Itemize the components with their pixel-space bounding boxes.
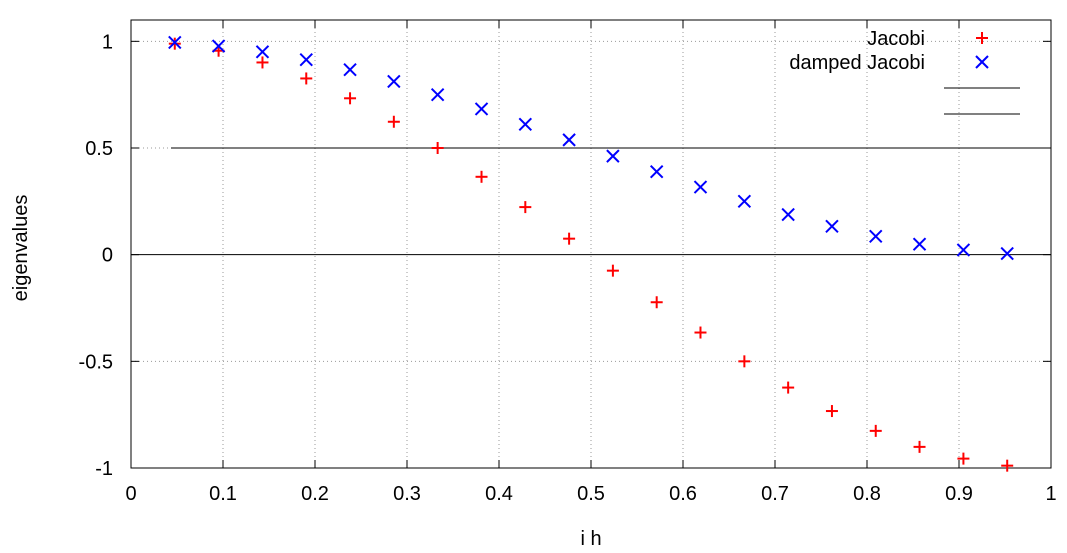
x-tick-label: 0.8 <box>853 483 881 505</box>
x-tick-label: 1 <box>1045 483 1056 505</box>
data-point <box>255 45 270 59</box>
y-tick-label: 1 <box>102 31 113 53</box>
x-axis-label: i h <box>580 528 601 550</box>
data-point <box>474 102 489 116</box>
data-point <box>475 170 488 183</box>
data-point <box>606 264 619 277</box>
data-point <box>211 39 226 53</box>
data-point <box>519 201 532 214</box>
data-point <box>430 87 445 102</box>
legend-label-damped-jacobi: damped Jacobi <box>789 52 925 74</box>
data-point <box>563 232 576 245</box>
data-point <box>256 56 269 69</box>
data-point <box>344 92 357 105</box>
data-point <box>782 381 795 394</box>
data-point <box>781 207 795 222</box>
y-tick-label: -1 <box>95 458 113 480</box>
series-damped-jacobi <box>168 35 1014 261</box>
x-tick-label: 0.6 <box>669 483 697 505</box>
y-tick-label: -0.5 <box>79 351 113 373</box>
x-tick-label: 0.5 <box>577 483 605 505</box>
series-jacobi <box>168 37 1014 472</box>
data-point <box>693 180 708 194</box>
x-tick-label: 0.4 <box>485 483 513 505</box>
data-point <box>649 164 664 179</box>
data-series <box>168 35 1014 472</box>
data-point <box>956 243 971 257</box>
x-tick-label: 0.7 <box>761 483 789 505</box>
y-tick-label: 0 <box>102 245 113 267</box>
data-point <box>869 424 882 437</box>
data-point <box>825 405 838 418</box>
x-tick-label: 0 <box>125 483 136 505</box>
grid <box>131 20 1051 469</box>
data-point <box>694 326 707 339</box>
tick-marks <box>130 20 1052 469</box>
x-tick-labels: 0 0.1 0.2 0.3 0.4 0.5 0.6 0.7 0.8 0.9 1 <box>125 483 1056 505</box>
data-point <box>1001 459 1014 472</box>
data-point <box>299 52 313 67</box>
data-point <box>738 355 751 368</box>
x-tick-label: 0.1 <box>209 483 237 505</box>
legend-marker-damped-jacobi <box>975 55 989 69</box>
data-point <box>562 133 576 147</box>
legend-label-jacobi: Jacobi <box>867 28 925 50</box>
x-tick-label: 0.9 <box>945 483 973 505</box>
data-point <box>869 229 883 244</box>
legend-marker <box>975 55 989 69</box>
data-point <box>825 219 839 234</box>
data-point <box>387 115 400 128</box>
data-point <box>650 296 663 309</box>
y-tick-labels: -1 -0.5 0 0.5 1 <box>79 31 113 480</box>
data-point <box>606 149 620 163</box>
data-point <box>737 194 752 209</box>
data-point <box>387 74 401 89</box>
data-point <box>518 117 533 132</box>
legend-marker-jacobi <box>976 32 988 44</box>
data-point <box>343 62 357 77</box>
y-axis-label: eigenvalues <box>10 195 32 302</box>
data-point <box>1000 246 1014 261</box>
data-point <box>300 72 313 85</box>
data-point <box>431 142 444 154</box>
x-tick-label: 0.3 <box>393 483 421 505</box>
data-point <box>913 440 926 453</box>
legend-marker <box>976 32 988 44</box>
zero-line <box>131 147 1051 256</box>
legend: Jacobi damped Jacobi <box>789 28 1020 115</box>
data-point <box>957 452 970 465</box>
y-tick-label: 0.5 <box>85 138 113 160</box>
x-tick-label: 0.2 <box>301 483 329 505</box>
data-point <box>168 35 182 50</box>
data-point <box>912 237 927 251</box>
